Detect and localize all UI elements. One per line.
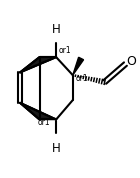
Text: or1: or1 <box>38 119 51 127</box>
Text: H: H <box>52 23 60 36</box>
Polygon shape <box>20 57 56 72</box>
Text: O: O <box>126 55 136 68</box>
Polygon shape <box>20 103 56 119</box>
Text: or1: or1 <box>76 74 88 83</box>
Text: or1: or1 <box>59 46 72 55</box>
Polygon shape <box>73 57 84 75</box>
Text: H: H <box>52 142 60 155</box>
